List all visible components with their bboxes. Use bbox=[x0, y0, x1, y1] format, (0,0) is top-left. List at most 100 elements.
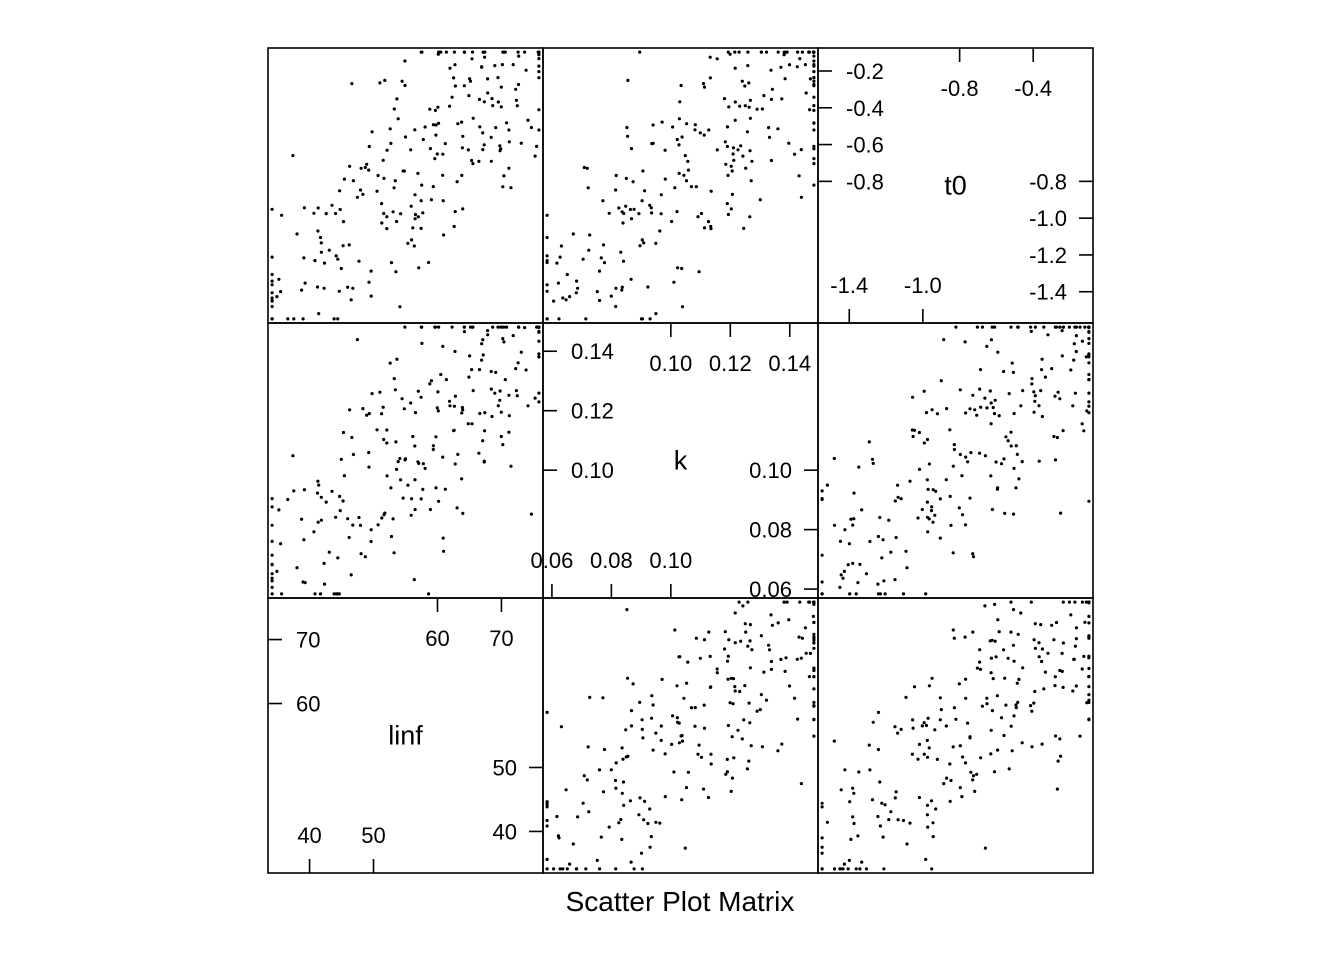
data-point bbox=[516, 50, 520, 54]
data-point bbox=[930, 676, 934, 680]
data-point bbox=[926, 716, 930, 720]
data-point bbox=[460, 146, 464, 150]
tick-label: -1.2 bbox=[1029, 243, 1067, 268]
data-point bbox=[427, 592, 431, 596]
data-point bbox=[728, 701, 732, 705]
data-point bbox=[838, 585, 842, 590]
data-point bbox=[637, 212, 641, 216]
data-point bbox=[622, 211, 626, 216]
data-point bbox=[988, 389, 992, 393]
data-point bbox=[983, 454, 988, 458]
data-point bbox=[477, 451, 481, 455]
data-point bbox=[989, 401, 993, 405]
data-point bbox=[924, 411, 929, 415]
data-point bbox=[502, 174, 506, 178]
data-point bbox=[759, 634, 764, 638]
tick-label: 70 bbox=[489, 626, 513, 651]
data-point bbox=[1087, 355, 1091, 359]
data-point bbox=[883, 803, 887, 807]
data-point bbox=[798, 600, 802, 604]
data-point bbox=[724, 772, 728, 776]
data-point bbox=[341, 244, 345, 248]
data-point bbox=[680, 739, 685, 743]
data-point bbox=[338, 494, 342, 498]
data-point bbox=[935, 757, 940, 762]
data-point bbox=[733, 66, 737, 70]
panel-linf-t0 bbox=[267, 47, 544, 324]
tick-label: -0.4 bbox=[846, 96, 884, 121]
data-point bbox=[933, 728, 937, 732]
data-point bbox=[270, 207, 274, 211]
data-point bbox=[640, 867, 645, 871]
data-point bbox=[841, 576, 845, 580]
data-point bbox=[396, 117, 400, 121]
data-point bbox=[997, 630, 1001, 634]
data-point bbox=[480, 358, 484, 362]
data-point bbox=[1080, 422, 1084, 426]
data-point bbox=[1069, 613, 1073, 617]
data-point bbox=[796, 717, 800, 721]
data-point bbox=[769, 68, 773, 72]
data-point bbox=[601, 696, 605, 700]
data-point bbox=[470, 50, 475, 54]
data-point bbox=[811, 614, 816, 619]
data-point bbox=[725, 144, 730, 149]
data-point bbox=[938, 718, 942, 722]
data-point bbox=[812, 632, 816, 637]
data-point bbox=[535, 144, 539, 148]
data-point bbox=[812, 59, 816, 63]
data-point bbox=[621, 221, 625, 225]
data-point bbox=[526, 404, 530, 408]
tick-label: 70 bbox=[296, 628, 320, 653]
data-point bbox=[466, 148, 470, 152]
data-point bbox=[762, 670, 766, 674]
data-point bbox=[912, 685, 917, 689]
data-point bbox=[945, 407, 949, 411]
data-point bbox=[403, 83, 407, 88]
data-point bbox=[759, 693, 764, 697]
data-point bbox=[545, 818, 549, 823]
data-point bbox=[481, 148, 485, 152]
data-point bbox=[856, 834, 860, 838]
data-point bbox=[731, 152, 735, 156]
data-point bbox=[996, 350, 1000, 354]
data-point bbox=[505, 325, 509, 329]
data-point bbox=[1053, 394, 1057, 398]
data-point bbox=[849, 517, 853, 521]
data-point bbox=[650, 694, 654, 698]
data-point bbox=[878, 515, 882, 520]
tick-label: 60 bbox=[296, 692, 320, 717]
data-point bbox=[581, 801, 585, 805]
data-point bbox=[632, 867, 636, 871]
data-point bbox=[916, 757, 920, 761]
data-point bbox=[797, 174, 801, 178]
data-point bbox=[1061, 641, 1065, 645]
data-point bbox=[1011, 643, 1016, 647]
data-point bbox=[413, 212, 418, 217]
data-point bbox=[1080, 600, 1084, 604]
data-point bbox=[433, 325, 437, 329]
data-point bbox=[924, 857, 928, 862]
data-point bbox=[609, 768, 613, 772]
data-point bbox=[851, 815, 855, 819]
data-point bbox=[614, 761, 618, 765]
data-point bbox=[750, 159, 754, 163]
data-point bbox=[979, 405, 983, 409]
data-point bbox=[601, 243, 606, 247]
data-point bbox=[435, 406, 439, 410]
data-point bbox=[646, 285, 650, 289]
data-point bbox=[927, 462, 932, 466]
data-point bbox=[270, 291, 274, 295]
data-point bbox=[1087, 600, 1091, 604]
data-point bbox=[322, 582, 327, 586]
data-point bbox=[1033, 646, 1037, 650]
data-point bbox=[587, 810, 591, 814]
data-point bbox=[313, 259, 317, 263]
data-point bbox=[922, 721, 926, 725]
data-point bbox=[439, 50, 443, 54]
data-point bbox=[471, 162, 475, 166]
data-point bbox=[649, 206, 653, 210]
data-point bbox=[334, 211, 338, 216]
data-point bbox=[552, 299, 556, 303]
